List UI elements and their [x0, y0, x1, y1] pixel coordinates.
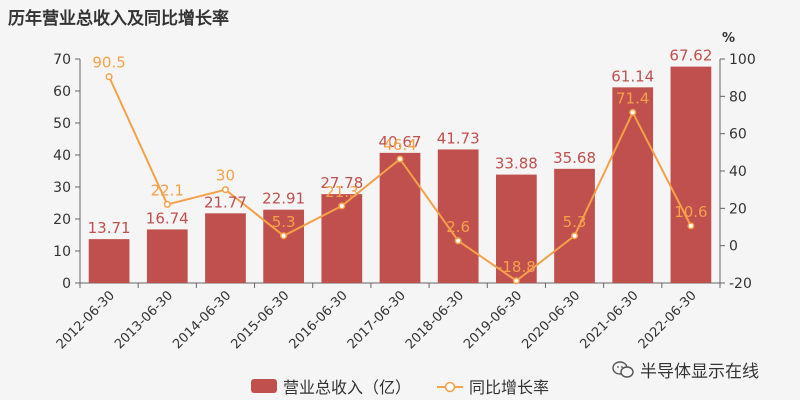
- growth-data-label: 22.1: [151, 181, 184, 199]
- bar-data-label: 33.88: [495, 155, 538, 173]
- bar: [88, 239, 130, 283]
- y-left-tick-label: 10: [53, 244, 71, 260]
- growth-point: [221, 186, 230, 194]
- y-right-tick-label: -20: [729, 276, 752, 292]
- x-tick-label: 2012-06-30: [54, 288, 118, 352]
- bar-data-label: 40.67: [379, 133, 422, 151]
- y-left-tick-label: 50: [53, 116, 71, 132]
- growth-data-label: 90.5: [92, 54, 125, 72]
- chart-legend: 营业总收入（亿） 同比增长率: [0, 374, 800, 398]
- growth-data-label: 2.6: [446, 218, 470, 236]
- watermark: 半导体显示在线: [612, 357, 759, 382]
- bar-data-label: 21.77: [204, 193, 247, 211]
- growth-point: [280, 232, 288, 240]
- bar-data-label: 41.73: [437, 129, 480, 147]
- growth-point: [163, 200, 171, 208]
- legend-item-growth[interactable]: 同比增长率: [437, 374, 549, 398]
- y-left-tick-label: 40: [53, 148, 71, 164]
- y-right-tick-label: 80: [729, 89, 747, 105]
- growth-data-label: 46.4: [383, 136, 416, 154]
- bar: [612, 87, 654, 284]
- x-tick-label: 2015-06-30: [228, 288, 292, 352]
- y-right-tick-label: 0: [729, 239, 738, 255]
- bar-data-label: 61.14: [611, 67, 654, 85]
- x-tick-label: 2013-06-30: [112, 288, 176, 352]
- y-left-tick-label: 20: [53, 212, 71, 228]
- bar: [496, 174, 537, 283]
- growth-data-label: 10.6: [674, 203, 707, 221]
- bar-data-label: 13.71: [88, 219, 131, 237]
- growth-point: [512, 277, 520, 285]
- growth-point: [338, 202, 346, 210]
- x-tick-label: 2022-06-30: [636, 288, 700, 352]
- y-left-tick-label: 60: [53, 84, 71, 100]
- bar-data-label: 16.74: [146, 209, 189, 227]
- bar-data-label: 67.62: [669, 47, 712, 65]
- chart-title: 历年营业总收入及同比增长率: [8, 9, 229, 29]
- y-left-tick-label: 70: [53, 52, 71, 68]
- x-tick-label: 2018-06-30: [403, 288, 467, 352]
- growth-point: [570, 232, 579, 240]
- growth-point: [105, 73, 113, 81]
- wechat-icon: [612, 360, 634, 379]
- bar: [379, 152, 421, 283]
- y-right-tick-label: 100: [729, 52, 756, 68]
- x-tick-label: 2020-06-30: [519, 288, 583, 352]
- bar: [205, 213, 246, 283]
- y-right-unit-label: %: [722, 31, 735, 46]
- legend-swatch-line: [437, 379, 463, 393]
- watermark-text: 半导体显示在线: [640, 362, 759, 382]
- legend-label-revenue: 营业总收入（亿）: [282, 378, 411, 397]
- y-right-tick-label: 20: [729, 201, 747, 217]
- legend-label-growth: 同比增长率: [469, 378, 550, 397]
- legend-item-revenue[interactable]: 营业总收入（亿）: [250, 374, 411, 398]
- bar: [146, 229, 188, 283]
- growth-data-label: 5.3: [272, 213, 296, 231]
- x-tick-label: 2016-06-30: [287, 288, 351, 352]
- growth-data-label: 5.3: [563, 213, 587, 231]
- y-right-tick-label: 60: [729, 127, 747, 143]
- growth-data-label: 30: [216, 167, 235, 185]
- bar-data-label: 27.78: [320, 174, 363, 192]
- x-tick-label: 2014-06-30: [170, 288, 234, 352]
- growth-point: [687, 222, 695, 230]
- legend-swatch-bar: [250, 379, 277, 393]
- bar-data-label: 35.68: [553, 149, 596, 167]
- growth-data-label: 21.3: [325, 183, 358, 201]
- x-tick-label: 2019-06-30: [461, 288, 525, 352]
- bar: [554, 168, 595, 283]
- growth-point: [454, 237, 462, 245]
- y-left-tick-label: 30: [53, 180, 71, 196]
- y-right-tick-label: 40: [729, 164, 747, 180]
- growth-point: [629, 108, 637, 116]
- bar: [670, 66, 712, 283]
- growth-data-label: -18.8: [497, 258, 536, 276]
- growth-data-label: 71.4: [616, 89, 649, 107]
- y-left-tick-label: 0: [62, 276, 71, 292]
- bar: [437, 149, 479, 283]
- bar-data-label: 22.91: [262, 190, 305, 208]
- x-tick-label: 2017-06-30: [345, 288, 409, 352]
- growth-point: [396, 155, 404, 163]
- x-tick-label: 2021-06-30: [578, 288, 642, 352]
- bar: [263, 209, 304, 283]
